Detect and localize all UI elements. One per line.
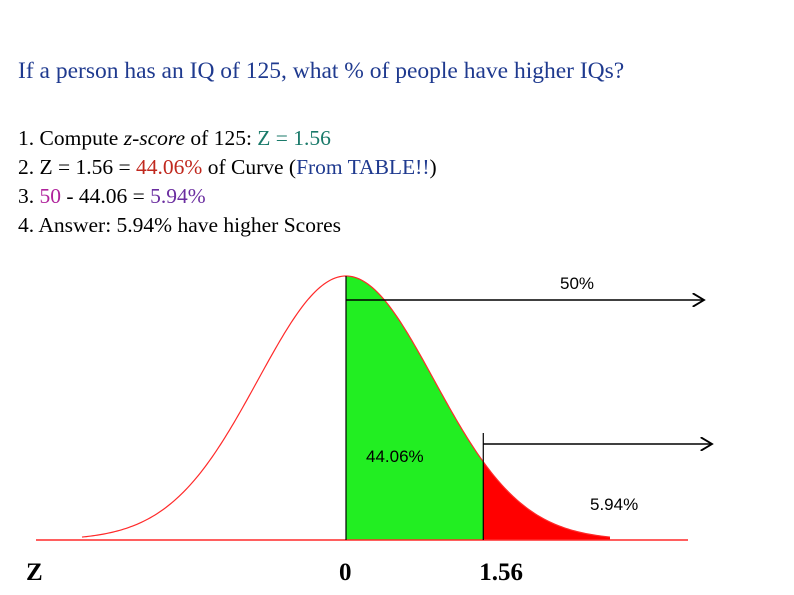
middle-region bbox=[346, 276, 484, 540]
step-2-text: Z = 1.56 = bbox=[39, 155, 137, 179]
step-3-result: 5.94% bbox=[150, 184, 206, 208]
step-4-answer: Answer: 5.94% have higher Scores bbox=[38, 213, 342, 237]
step-2-num: 2. bbox=[18, 155, 35, 179]
step-3-minus: - 44.06 = bbox=[61, 184, 151, 208]
step-1-text: Compute bbox=[39, 126, 124, 150]
label-tail-percent: 5.94% bbox=[590, 495, 638, 514]
step-2-table-note: From TABLE!! bbox=[296, 155, 430, 179]
step-4-num: 4. bbox=[18, 213, 35, 237]
step-1: 1. Compute z-score of 125: Z = 1.56 bbox=[18, 124, 437, 153]
label-50-percent: 50% bbox=[560, 274, 594, 293]
step-2-close: ) bbox=[429, 155, 437, 179]
normal-curve-chart: 50% 44.06% 5.94% Z 0 1.56 bbox=[26, 274, 794, 586]
step-2-percent: 44.06% bbox=[136, 155, 203, 179]
tail-region bbox=[483, 461, 610, 540]
step-3: 3. 50 - 44.06 = 5.94% bbox=[18, 182, 437, 211]
axis-label-z: Z bbox=[26, 559, 43, 586]
step-4: 4. Answer: 5.94% have higher Scores bbox=[18, 211, 437, 240]
step-2-of-curve: of Curve ( bbox=[202, 155, 297, 179]
step-1-z-value: Z = 1.56 bbox=[257, 126, 331, 150]
step-3-fifty: 50 bbox=[39, 184, 62, 208]
question-title: If a person has an IQ of 125, what % of … bbox=[18, 58, 625, 84]
step-3-num: 3. bbox=[18, 184, 35, 208]
step-1-num: 1. bbox=[18, 126, 35, 150]
tick-label-zero: 0 bbox=[339, 559, 352, 586]
tick-label-z: 1.56 bbox=[479, 559, 523, 586]
step-1-zscore-term: z-score bbox=[123, 126, 186, 150]
steps-list: 1. Compute z-score of 125: Z = 1.56 2. Z… bbox=[18, 124, 437, 240]
step-1-of: of 125: bbox=[185, 126, 258, 150]
label-middle-percent: 44.06% bbox=[366, 447, 424, 466]
step-2: 2. Z = 1.56 = 44.06% of Curve (From TABL… bbox=[18, 153, 437, 182]
